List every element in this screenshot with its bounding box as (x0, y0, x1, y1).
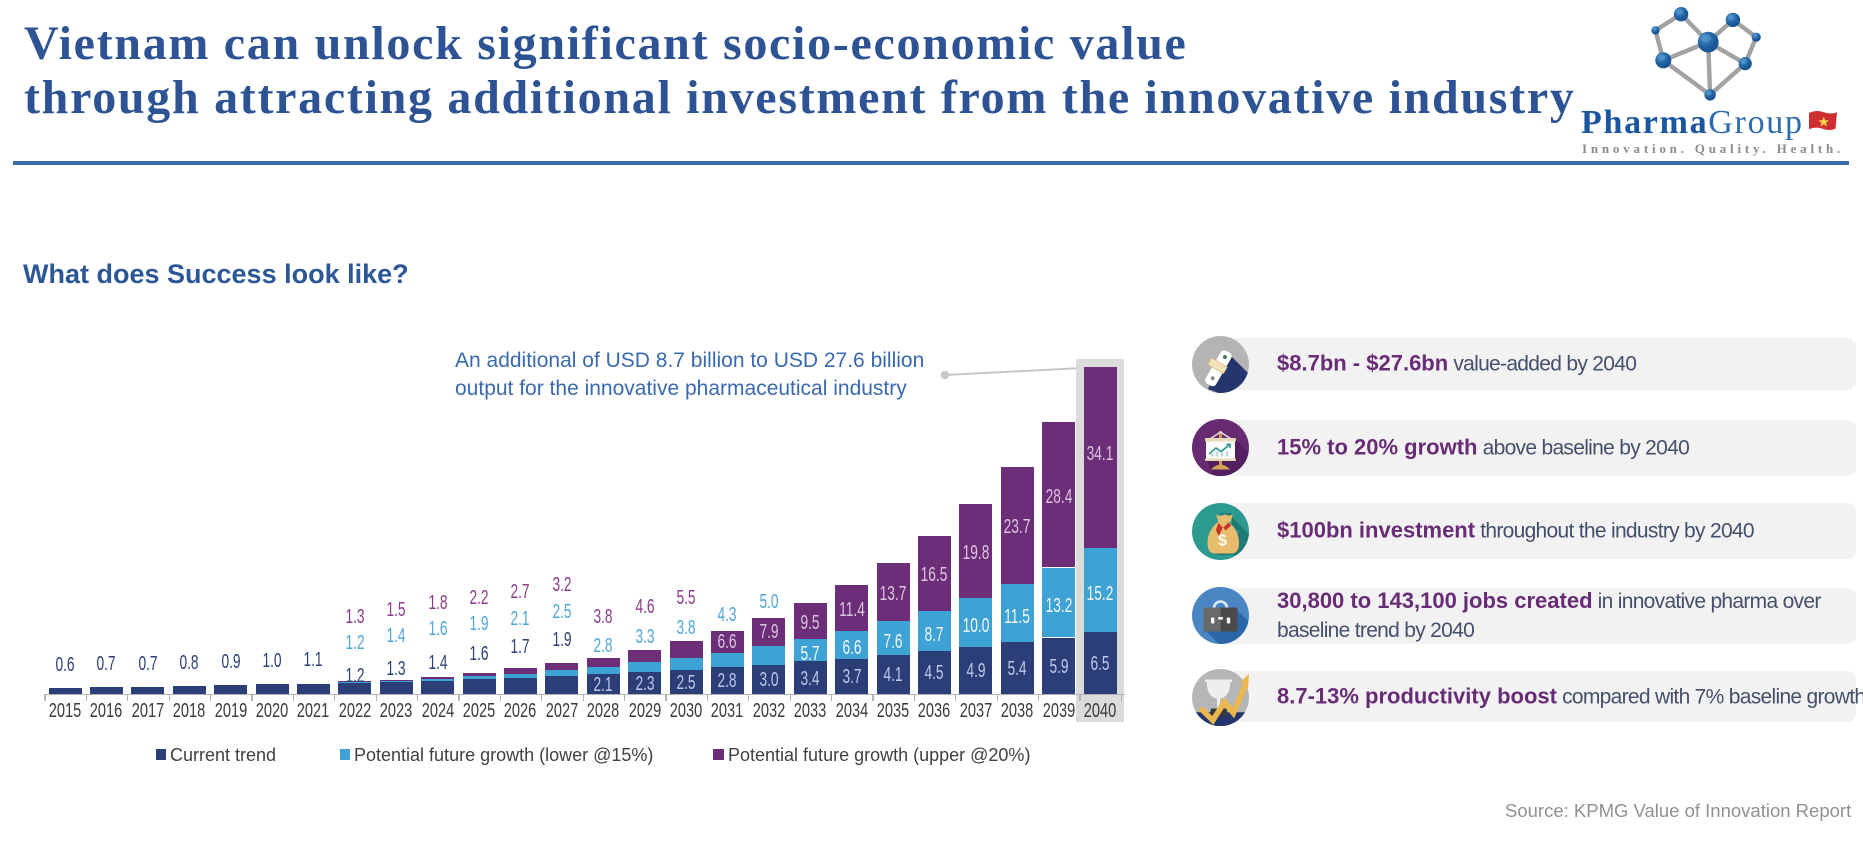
svg-text:$: $ (1218, 532, 1227, 549)
